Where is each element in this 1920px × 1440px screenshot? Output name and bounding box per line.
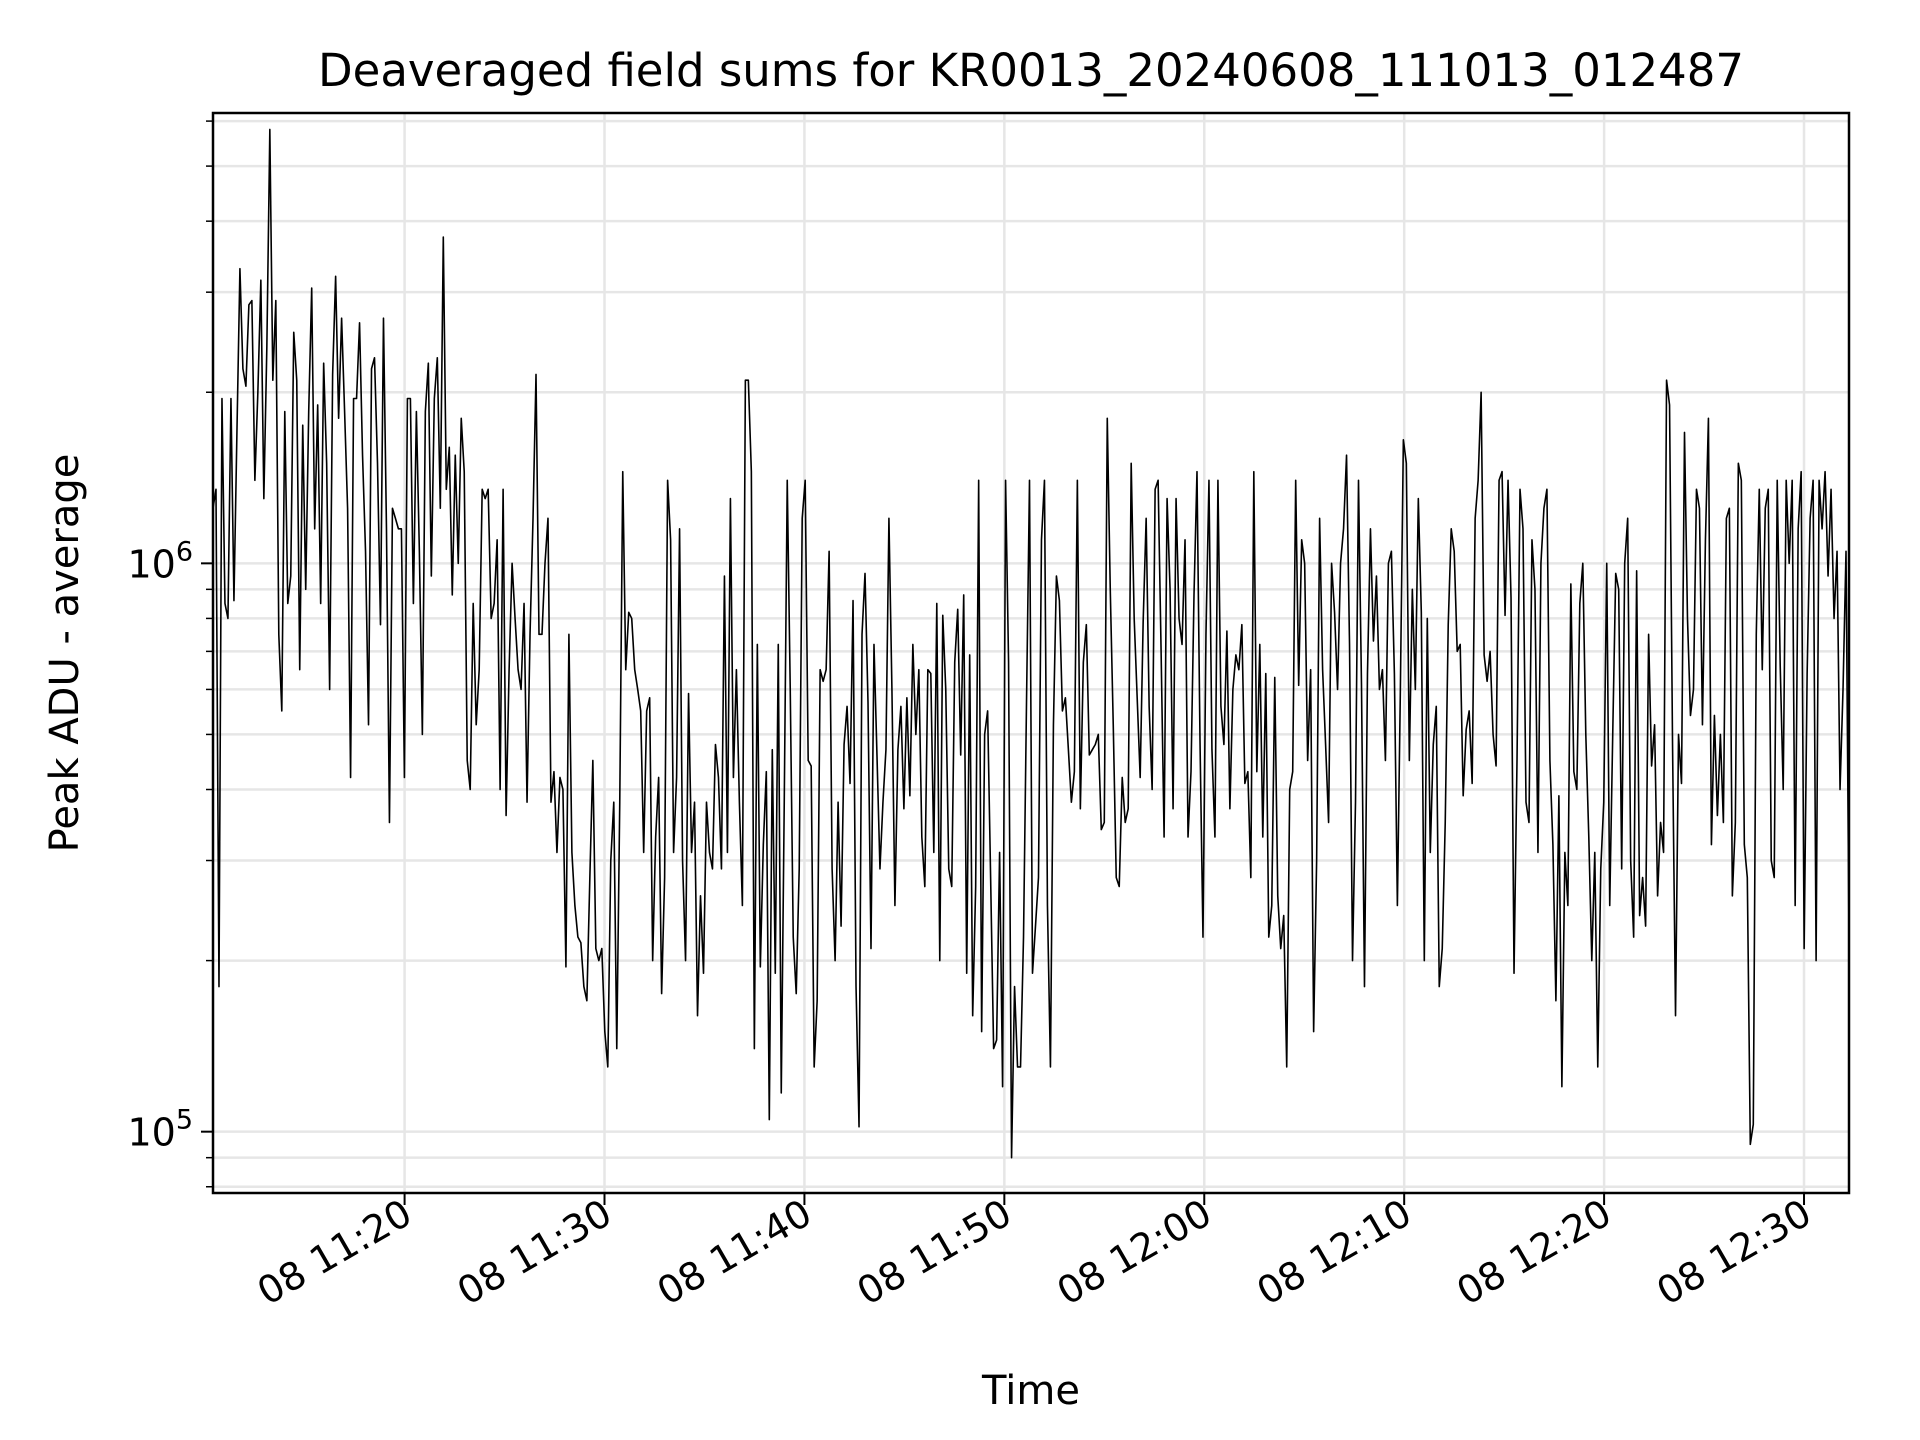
x-axis-label: Time bbox=[981, 1368, 1080, 1414]
y-axis: 105 106 bbox=[127, 120, 213, 1188]
y-tick-label: 106 bbox=[127, 536, 193, 586]
y-tick-label: 105 bbox=[127, 1105, 193, 1155]
plot-frame bbox=[211, 111, 1851, 1195]
chart-title: Deaveraged field sums for KR0013_2024060… bbox=[318, 44, 1744, 97]
series-line bbox=[212, 128, 1850, 1159]
series-layer bbox=[212, 128, 1850, 1159]
y-axis-label: Peak ADU - average bbox=[42, 454, 88, 853]
